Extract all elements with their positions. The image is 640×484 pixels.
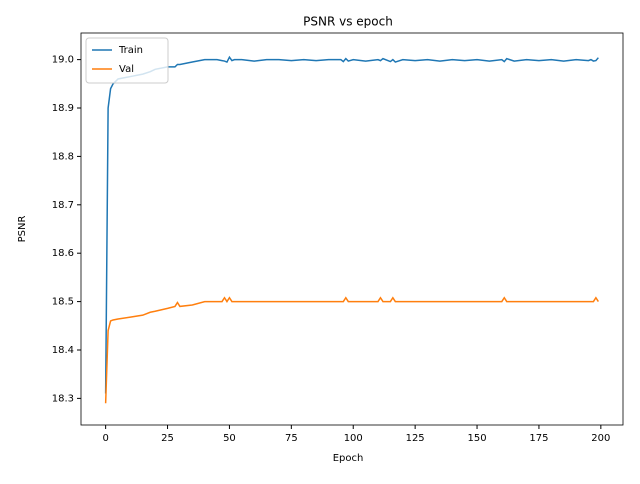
series-line xyxy=(104,55,599,394)
legend-label: Val xyxy=(119,64,134,75)
y-tick-label: 18.3 xyxy=(52,393,74,404)
x-tick-label: 200 xyxy=(591,433,610,444)
x-tick-label: 50 xyxy=(223,433,236,444)
y-tick-label: 18.7 xyxy=(52,200,74,211)
x-tick-label: 0 xyxy=(102,433,108,444)
y-tick-label: 18.5 xyxy=(52,297,74,308)
axes-frame xyxy=(80,32,624,426)
y-tick-label: 18.8 xyxy=(52,151,74,162)
x-tick-label: 125 xyxy=(406,433,425,444)
y-tick-label: 18.6 xyxy=(52,248,74,259)
x-tick-label: 100 xyxy=(344,433,363,444)
y-axis-label: PSNR xyxy=(17,216,28,243)
chart-title: PSNR vs epoch xyxy=(303,15,393,29)
y-tick-label: 18.4 xyxy=(52,345,74,356)
x-tick-label: 150 xyxy=(467,433,486,444)
y-tick-label: 18.9 xyxy=(52,103,74,114)
series-line xyxy=(104,296,599,404)
y-tick-label: 19.0 xyxy=(52,55,74,66)
x-tick-label: 75 xyxy=(285,433,298,444)
x-tick-label: 25 xyxy=(161,433,174,444)
legend-label: Train xyxy=(118,45,143,56)
x-axis-label: Epoch xyxy=(333,453,364,464)
x-tick-label: 175 xyxy=(529,433,548,444)
